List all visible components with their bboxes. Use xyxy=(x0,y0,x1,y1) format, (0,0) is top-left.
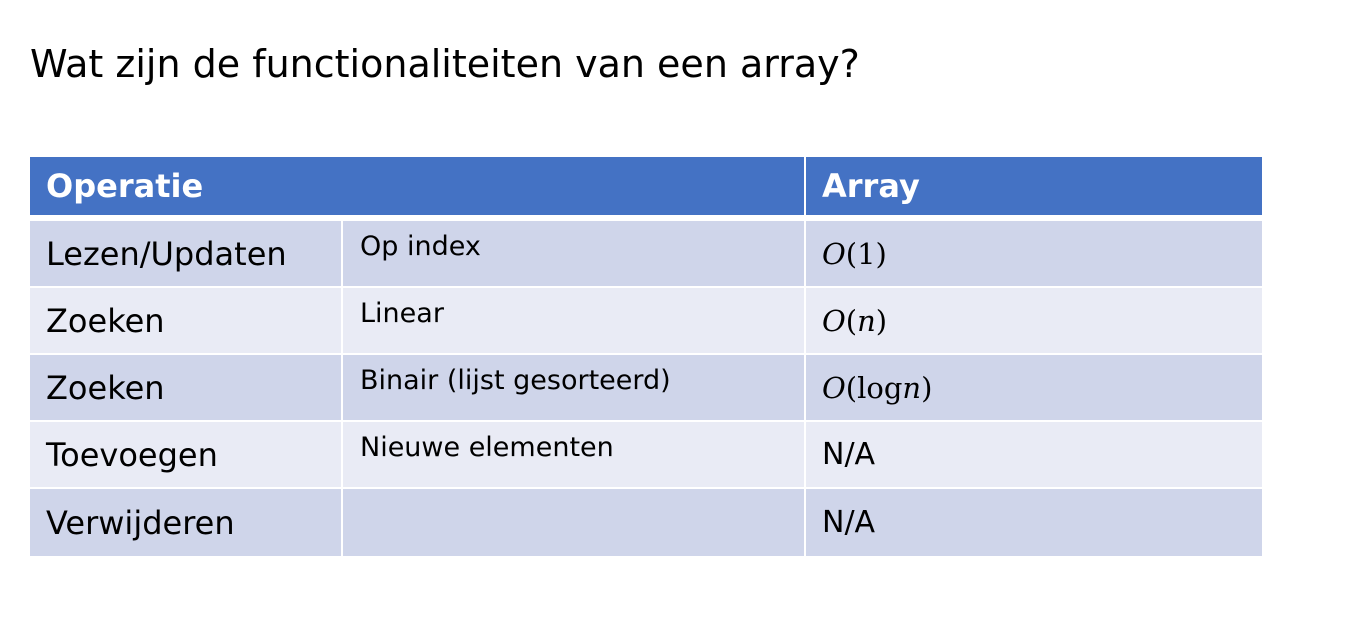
header-operatie: Operatie xyxy=(30,157,806,215)
detail-cell: Linear xyxy=(343,288,806,353)
table-header-row: Operatie Array xyxy=(30,157,1262,221)
header-array: Array xyxy=(822,167,920,205)
table-row: Zoeken Binair (lijst gesorteerd) O (log n… xyxy=(30,355,1262,422)
slide-title: Wat zijn de functionaliteiten van een ar… xyxy=(30,42,860,86)
table-row: Toevoegen Nieuwe elementen N/A xyxy=(30,422,1262,489)
table-row: Lezen/Updaten Op index O (1) xyxy=(30,221,1262,288)
operation-cell: Toevoegen xyxy=(30,422,343,487)
operation-cell: Lezen/Updaten xyxy=(30,221,343,286)
detail-cell xyxy=(343,489,806,556)
detail-cell: Binair (lijst gesorteerd) xyxy=(343,355,806,420)
complexity-table: Operatie Array Lezen/Updaten Op index O(… xyxy=(30,157,1262,556)
table-row: Zoeken Linear O(n) xyxy=(30,288,1262,355)
operation-cell: Zoeken xyxy=(30,355,343,420)
complexity-cell: O (1) xyxy=(822,236,887,271)
detail-cell: Nieuwe elementen xyxy=(343,422,806,487)
complexity-cell: N/A xyxy=(822,505,876,540)
operation-cell: Zoeken xyxy=(30,288,343,353)
complexity-cell: N/A xyxy=(822,437,876,472)
table-row: Verwijderen N/A xyxy=(30,489,1262,556)
complexity-cell: O (log n) xyxy=(822,370,933,405)
operation-cell: Verwijderen xyxy=(30,489,343,556)
detail-cell: Op index xyxy=(343,221,806,286)
complexity-cell: O(n) xyxy=(822,303,888,338)
